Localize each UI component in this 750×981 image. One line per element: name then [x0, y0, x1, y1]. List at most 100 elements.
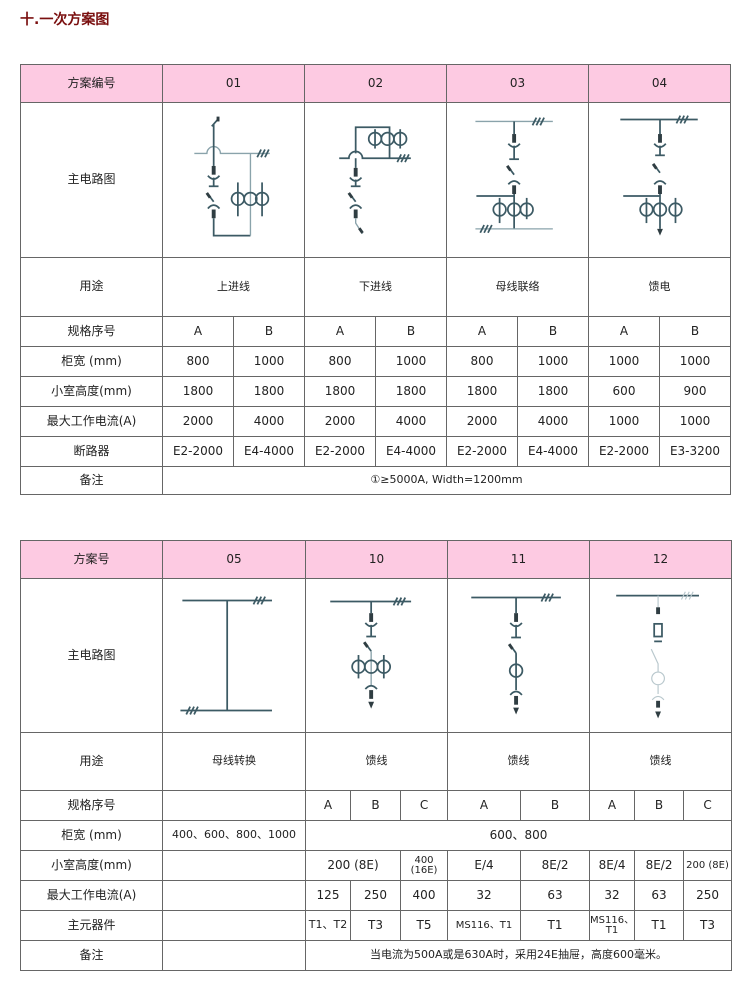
current-row: 最大工作电流(A) 125 250 400 32 63 32 63 250: [20, 880, 733, 911]
cell: E2-2000: [588, 436, 660, 467]
scheme-number: 04: [588, 64, 731, 103]
cell: 2000: [304, 406, 376, 437]
cell: B: [375, 316, 447, 347]
cell: E4-4000: [517, 436, 589, 467]
cell: 母线转换: [162, 732, 306, 791]
row-label: 规格序号: [20, 790, 163, 821]
cell: 8E/4: [589, 850, 636, 881]
cell: T5: [399, 910, 449, 941]
cell: A: [304, 316, 376, 347]
cell: 4000: [517, 406, 589, 437]
cell: A: [162, 316, 234, 347]
cell: B: [520, 790, 591, 821]
cell: 馈线: [447, 732, 591, 791]
circuit-diagram-10: [304, 578, 449, 733]
scheme-number: 10: [304, 540, 449, 579]
circuit-diagram-12: [589, 578, 733, 733]
diagram-row: 主电路图: [20, 578, 733, 733]
cell: 1000: [588, 406, 660, 437]
cell: 1800: [517, 376, 589, 407]
component-row: 主元器件 T1、T2 T3 T5 MS116、T1 T1 MS116、T1 T1 T3: [20, 910, 733, 941]
cell: C: [399, 790, 449, 821]
width-row: 柜宽 (mm) 400、600、800、1000 600、800: [20, 820, 733, 851]
cell: T1: [520, 910, 591, 941]
scheme-number: 01: [162, 64, 305, 103]
header-row: 方案号 05 10 11 12: [20, 540, 733, 579]
cell: E4-4000: [375, 436, 447, 467]
scheme-number: 05: [162, 540, 306, 579]
row-label: 最大工作电流(A): [20, 406, 163, 437]
scheme-number: 12: [589, 540, 733, 579]
row-label: 用途: [20, 257, 163, 317]
cell: 馈电: [588, 257, 731, 317]
cell: 2000: [162, 406, 234, 437]
header-row: 方案编号 01 02 03 04: [20, 64, 731, 103]
cell: 63: [520, 880, 591, 911]
row-label: 用途: [20, 732, 163, 791]
row-label: 小室高度(mm): [20, 850, 163, 881]
note-text: 当电流为500A或是630A时，采用24E抽屉，高度600毫米。: [304, 940, 733, 971]
cell: MS116、T1: [589, 910, 636, 941]
cell: E2-2000: [162, 436, 234, 467]
scheme-table-1: 方案编号 01 02 03 04 主电路图: [20, 64, 731, 495]
circuit-diagram-02: [304, 102, 447, 258]
cell: 母线联络: [446, 257, 589, 317]
usage-row: 用途 上进线 下进线 母线联络 馈电: [20, 257, 731, 317]
cell: [162, 910, 306, 941]
cell: 1800: [162, 376, 234, 407]
cell: 600、800: [304, 820, 733, 851]
section-title: 十.一次方案图: [20, 12, 110, 28]
cell: A: [588, 316, 660, 347]
circuit-diagram-01: [162, 102, 305, 258]
cell: 400、600、800、1000: [162, 820, 306, 851]
cell: B: [634, 790, 685, 821]
row-label: 柜宽 (mm): [20, 820, 163, 851]
cell: 125: [305, 880, 351, 911]
cell: 900: [659, 376, 731, 407]
row-label: 最大工作电流(A): [20, 880, 163, 911]
current-row: 最大工作电流(A) 2000 4000 2000 4000 2000 4000 1000 10…: [20, 406, 731, 437]
cell: T3: [350, 910, 401, 941]
circuit-diagram-03: [446, 102, 589, 258]
circuit-diagram-05: [162, 578, 306, 733]
cell: 1800: [233, 376, 305, 407]
row-label: 小室高度(mm): [20, 376, 163, 407]
scheme-number: 03: [446, 64, 589, 103]
cell: B: [659, 316, 731, 347]
cell: 400 (16E): [399, 850, 449, 881]
note-row: 备注 ①≥5000A, Width=1200mm: [20, 466, 731, 495]
cell: 400: [399, 880, 449, 911]
cell: E3-3200: [659, 436, 731, 467]
breaker-row: 断路器 E2-2000 E4-4000 E2-2000 E4-4000 E2-2000 E…: [20, 436, 731, 467]
scheme-number: 11: [447, 540, 591, 579]
cell: A: [589, 790, 636, 821]
note-text: ①≥5000A, Width=1200mm: [162, 466, 731, 495]
row-label: 断路器: [20, 436, 163, 467]
cell: 2000: [446, 406, 518, 437]
cell: C: [683, 790, 733, 821]
cell: 800: [162, 346, 234, 377]
row-label: 主电路图: [20, 578, 163, 733]
cell: 1800: [375, 376, 447, 407]
cell: 250: [350, 880, 401, 911]
cell: 馈线: [589, 732, 733, 791]
cell: 1000: [375, 346, 447, 377]
cell: T3: [683, 910, 733, 941]
cell: 4000: [375, 406, 447, 437]
row-label: 主电路图: [20, 102, 163, 258]
scheme-table-2: 方案号 05 10 11 12 主电路图: [20, 540, 733, 971]
cell: MS116、T1: [447, 910, 522, 941]
cell: 1000: [233, 346, 305, 377]
row-label: 柜宽 (mm): [20, 346, 163, 377]
cell: 上进线: [162, 257, 305, 317]
cell: 800: [446, 346, 518, 377]
cell: T1: [634, 910, 685, 941]
cell: A: [447, 790, 522, 821]
note-row: 备注 当电流为500A或是630A时，采用24E抽屉，高度600毫米。: [20, 940, 733, 971]
cell: 600: [588, 376, 660, 407]
cell: 32: [447, 880, 522, 911]
header-label: 方案号: [20, 540, 163, 579]
cell: E2-2000: [446, 436, 518, 467]
cell: 1800: [304, 376, 376, 407]
